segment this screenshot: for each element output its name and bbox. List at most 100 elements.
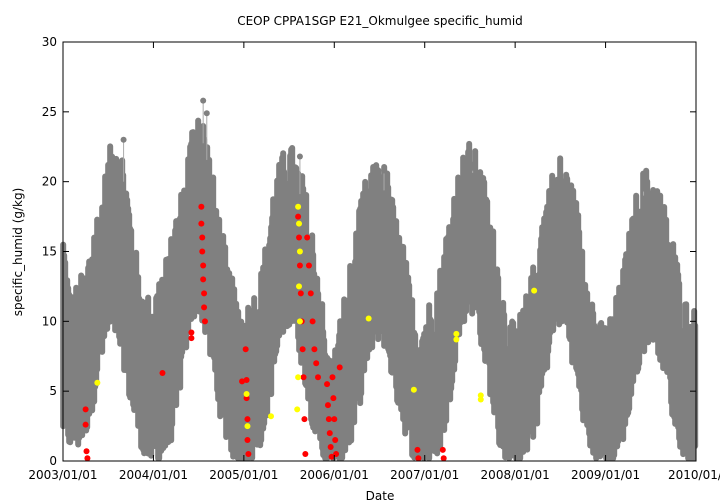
x-tick-label: 2007/01/01: [390, 468, 459, 482]
flag_red-point: [414, 446, 421, 453]
flag_yellow-point: [453, 336, 460, 343]
flag_red-point: [329, 374, 336, 381]
flag_yellow-point: [296, 283, 303, 290]
flag_red-point: [331, 416, 338, 423]
y-tick-label: 10: [42, 314, 57, 328]
flag_red-point: [440, 455, 447, 462]
flag_red-point: [84, 455, 91, 462]
flag_red-point: [199, 234, 206, 241]
x-tick-label: 2009/01/01: [571, 468, 640, 482]
x-tick-label: 2005/01/01: [209, 468, 278, 482]
y-tick-label: 20: [42, 175, 57, 189]
y-tick-label: 25: [42, 105, 57, 119]
flag_red-point: [199, 248, 206, 255]
spike-point: [120, 136, 127, 143]
flag_red-point: [82, 421, 89, 428]
flag_red-point: [336, 364, 343, 371]
flag_yellow-point: [477, 392, 484, 399]
y-tick-label: 0: [49, 454, 57, 468]
flag_red-point: [325, 416, 332, 423]
plot-area: [60, 97, 699, 462]
flag_red-point: [327, 444, 334, 451]
flag_yellow-point: [296, 318, 303, 325]
flag_red-point: [301, 416, 308, 423]
flag_yellow-point: [294, 406, 301, 413]
flag_red-point: [198, 220, 205, 227]
flag_yellow-point: [94, 379, 101, 386]
flag_red-point: [302, 451, 309, 458]
flag_red-point: [328, 453, 335, 460]
y-axis: 0 5 10 15 20 25 30: [42, 35, 696, 468]
spike-point: [296, 153, 303, 160]
flag_yellow-point: [244, 423, 251, 430]
flag_red-point: [332, 437, 339, 444]
y-axis-label: specific_humid (g/kg): [11, 188, 25, 317]
flag_yellow-point: [531, 287, 538, 294]
flag_yellow-point: [296, 220, 303, 227]
flag_red-point: [307, 290, 314, 297]
flag_red-point: [245, 451, 252, 458]
spike-point: [200, 97, 207, 104]
flag_red-point: [311, 346, 318, 353]
flag_red-point: [326, 430, 333, 437]
flag_red-point: [330, 395, 337, 402]
flag_red-point: [299, 346, 306, 353]
flag_yellow-point: [267, 413, 274, 420]
flag_red-point: [82, 406, 89, 413]
flag_red-point: [200, 262, 207, 269]
flag_red-point: [297, 290, 304, 297]
grey-spike-layer: [120, 97, 647, 196]
flag_red-point: [295, 213, 302, 220]
flag-points-layer: [82, 203, 538, 462]
flag_red-point: [201, 290, 208, 297]
flag_red-point: [243, 376, 250, 383]
spike-point: [381, 167, 388, 174]
flag_red-point: [305, 262, 312, 269]
flag_red-point: [313, 360, 320, 367]
chart-title: CEOP CPPA1SGP E21_Okmulgee specific_humi…: [237, 14, 523, 28]
y-tick-label: 30: [42, 35, 57, 49]
x-axis: 2003/01/01 2004/01/01 2005/01/01 2006/01/01…: [28, 42, 720, 482]
flag_red-point: [239, 378, 246, 385]
flag_yellow-point: [477, 396, 484, 403]
x-tick-label: 2008/01/01: [481, 468, 550, 482]
flag_red-point: [201, 304, 208, 311]
flag_red-point: [415, 455, 422, 462]
flag_red-point: [296, 262, 303, 269]
flag_yellow-point: [365, 315, 372, 322]
flag_red-point: [324, 381, 331, 388]
flag_yellow-point: [243, 390, 250, 397]
spike-point: [640, 185, 647, 192]
flag_red-point: [200, 276, 207, 283]
flag_red-point: [296, 234, 303, 241]
spike-point: [203, 110, 210, 117]
flag_red-point: [244, 437, 251, 444]
flag_red-point: [83, 448, 90, 455]
flag_red-point: [304, 234, 311, 241]
flag_red-point: [315, 374, 322, 381]
flag_red-point: [324, 402, 331, 409]
x-tick-label: 2010/01/0: [668, 468, 720, 482]
flag_red-point: [439, 446, 446, 453]
flag_yellow-point: [296, 248, 303, 255]
y-tick-label: 5: [49, 384, 57, 398]
flag_red-point: [309, 318, 316, 325]
grey-series-layer: [60, 117, 699, 462]
flag_red-point: [198, 203, 205, 210]
flag_red-point: [201, 318, 208, 325]
flag_red-point: [244, 416, 251, 423]
x-tick-label: 2003/01/01: [28, 468, 97, 482]
flag_red-point: [242, 346, 249, 353]
y-tick-label: 15: [42, 245, 57, 259]
flag_yellow-point: [410, 386, 417, 393]
x-tick-label: 2006/01/01: [300, 468, 369, 482]
x-axis-label: Date: [366, 489, 395, 503]
flag_yellow-point: [453, 330, 460, 337]
spike-point: [469, 164, 476, 171]
flag_yellow-point: [295, 203, 302, 210]
flag_yellow-point: [295, 374, 302, 381]
flag_red-point: [188, 335, 195, 342]
flag_red-point: [243, 395, 250, 402]
flag_red-point: [159, 370, 166, 377]
